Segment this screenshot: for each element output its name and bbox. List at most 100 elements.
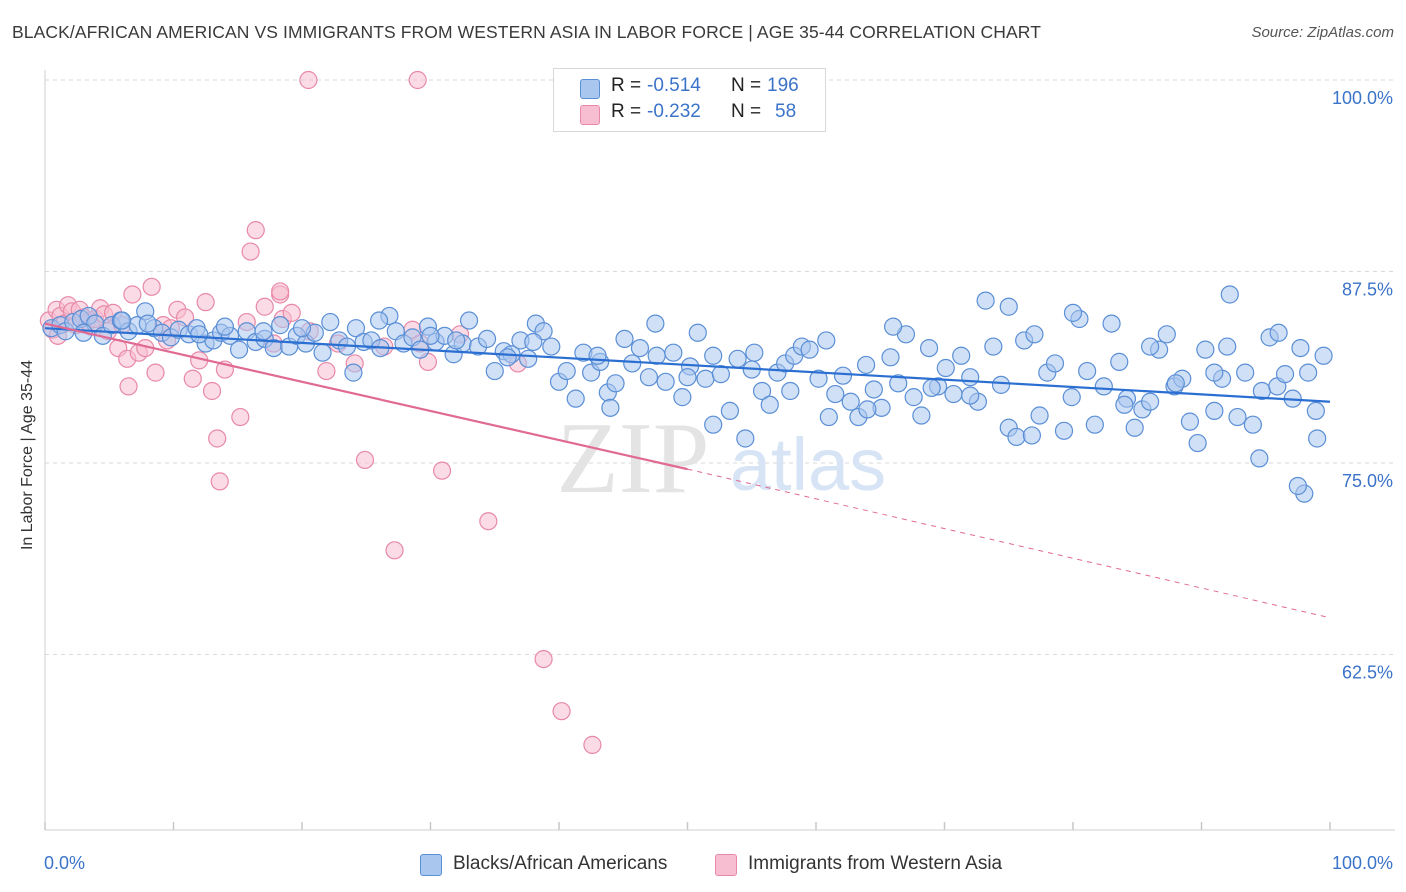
data-point-black-african-american — [229, 340, 249, 359]
data-point-black-african-american — [1063, 303, 1083, 322]
data-point-black-african-american — [944, 384, 963, 404]
trend-line-pink — [44, 322, 688, 471]
data-point-black-african-american — [857, 355, 876, 375]
data-point-black-african-american — [696, 369, 715, 388]
data-point-black-african-american — [1125, 418, 1144, 437]
data-point-western-asia — [282, 303, 301, 322]
bottom-legend-swatch-pink — [715, 854, 737, 876]
data-point-black-african-american — [664, 343, 683, 362]
data-point-black-african-american — [1140, 337, 1160, 356]
correlation-legend: R = -0.514 N = 196 R = -0.232 N = 58 — [553, 68, 826, 132]
data-point-western-asia — [271, 282, 290, 301]
bottom-legend-label-pink: Immigrants from Western Asia — [748, 853, 1003, 874]
data-point-western-asia — [479, 512, 498, 531]
data-point-black-african-american — [1062, 388, 1081, 407]
bottom-legend-swatch-blue — [420, 854, 442, 876]
data-point-black-african-american — [961, 386, 980, 405]
data-point-black-african-american — [1250, 449, 1269, 468]
data-point-black-african-american — [1025, 325, 1044, 344]
data-point-black-african-american — [1196, 340, 1215, 359]
data-point-black-african-american — [1022, 426, 1041, 445]
data-point-black-african-american — [841, 392, 860, 411]
bottom-legend-label-blue: Blacks/African Americans — [453, 853, 668, 874]
trend-lines — [44, 322, 1331, 619]
data-point-black-african-american — [952, 346, 971, 365]
data-point-black-african-american — [1228, 407, 1247, 427]
data-point-black-african-american — [601, 398, 620, 417]
y-tick-label: 75.0% — [1342, 471, 1393, 491]
data-point-black-african-american — [421, 326, 440, 345]
data-point-black-african-american — [1045, 354, 1065, 373]
series-immigrants-western-asia — [39, 70, 602, 754]
data-point-black-african-american — [991, 375, 1011, 394]
data-point-black-african-american — [904, 388, 923, 407]
data-point-black-african-american — [984, 337, 1003, 356]
data-point-black-african-american — [688, 323, 707, 342]
data-point-western-asia — [432, 461, 452, 480]
data-point-black-african-american — [1166, 374, 1185, 393]
data-point-black-african-american — [1288, 476, 1307, 496]
data-point-black-african-american — [215, 317, 234, 336]
axes — [44, 70, 1395, 831]
data-point-black-african-american — [936, 358, 955, 378]
data-point-black-african-american — [1188, 433, 1207, 453]
data-point-black-african-american — [711, 365, 731, 384]
data-point-black-african-american — [138, 314, 157, 333]
data-point-black-african-american — [1078, 361, 1097, 381]
data-point-black-african-american — [922, 378, 941, 398]
data-point-black-african-american — [254, 322, 273, 341]
data-point-black-african-american — [542, 337, 561, 356]
data-point-black-african-american — [1115, 395, 1134, 414]
x-tick-label-max: 100.0% — [1332, 853, 1393, 873]
data-point-black-african-american — [1220, 285, 1239, 304]
data-point-black-african-american — [819, 407, 838, 427]
data-point-black-african-american — [1085, 415, 1104, 434]
legend-n-label: N = — [731, 75, 762, 96]
data-point-black-african-american — [752, 381, 772, 401]
data-point-black-african-american — [1102, 314, 1121, 333]
data-point-black-african-american — [1094, 377, 1113, 396]
data-point-black-african-american — [1314, 346, 1333, 365]
data-point-black-african-american — [976, 291, 995, 310]
data-point-black-african-american — [864, 380, 883, 399]
data-point-western-asia — [552, 702, 571, 721]
data-point-black-african-american — [1140, 392, 1160, 411]
data-point-black-african-american — [1269, 323, 1288, 342]
data-point-black-african-american — [370, 311, 389, 330]
data-point-black-african-american — [112, 311, 132, 330]
data-point-western-asia — [534, 649, 553, 669]
data-point-black-african-american — [999, 297, 1018, 316]
data-point-black-african-american — [346, 319, 366, 338]
data-point-black-african-american — [498, 348, 517, 367]
data-point-western-asia — [142, 277, 161, 296]
data-point-black-african-american — [477, 329, 497, 349]
data-point-black-african-american — [1236, 363, 1255, 382]
data-point-black-african-american — [524, 332, 543, 352]
data-point-black-african-american — [800, 340, 819, 359]
data-point-western-asia — [385, 541, 404, 560]
data-point-western-asia — [196, 293, 215, 312]
source-label: Source: ZipAtlas.com — [1251, 24, 1394, 41]
data-point-black-african-american — [673, 388, 692, 407]
data-point-western-asia — [299, 70, 318, 90]
y-tick-label: 87.5% — [1342, 280, 1393, 300]
data-point-black-african-american — [1054, 421, 1074, 440]
data-point-black-african-american — [728, 349, 747, 368]
data-point-western-asia — [246, 221, 265, 240]
data-point-black-african-american — [623, 354, 642, 373]
data-point-black-african-american — [190, 325, 209, 344]
legend-n-label: N = — [731, 101, 762, 122]
data-point-black-african-american — [271, 316, 290, 335]
data-point-black-african-american — [1275, 365, 1295, 384]
data-point-western-asia — [183, 369, 202, 388]
data-point-black-african-american — [292, 319, 312, 338]
data-point-black-african-american — [647, 346, 666, 365]
data-point-western-asia — [146, 363, 165, 382]
data-point-black-african-american — [606, 374, 625, 393]
data-point-black-african-american — [1306, 401, 1325, 421]
data-point-black-african-american — [1291, 339, 1310, 358]
data-point-western-asia — [355, 450, 375, 470]
data-point-black-african-american — [745, 343, 764, 362]
data-point-western-asia — [119, 377, 138, 396]
